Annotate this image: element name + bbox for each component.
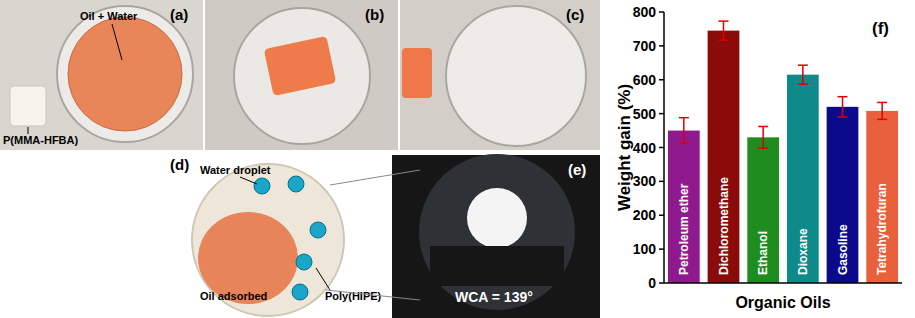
error-cap (758, 147, 768, 149)
error-bar (758, 126, 768, 148)
y-tick-label: 800 (633, 4, 657, 20)
y-tick-label: 700 (633, 38, 657, 54)
beaker (234, 8, 370, 144)
lens-field (419, 154, 575, 310)
y-tick-label: 600 (633, 72, 657, 88)
leader-line (28, 127, 29, 134)
y-tick-label: 400 (633, 140, 657, 156)
sponge (402, 48, 432, 98)
error-line (683, 118, 685, 144)
error-cap (758, 126, 768, 128)
error-line (762, 126, 764, 148)
error-bar (877, 102, 887, 119)
beaker (57, 6, 193, 142)
droplet (467, 188, 527, 248)
error-cap (838, 116, 848, 118)
panel-label: (e) (568, 161, 586, 178)
oil-water (68, 17, 182, 131)
oil-spot (198, 212, 298, 304)
panel-label: (b) (365, 6, 384, 23)
error-cap (798, 64, 808, 66)
bar (747, 137, 779, 283)
y-tick-label: 200 (633, 207, 657, 223)
category-label: Dioxane (796, 228, 810, 275)
annotation: Oil + Water (80, 10, 138, 22)
substrate (430, 246, 564, 286)
leader-line (316, 268, 330, 290)
disk (192, 164, 344, 316)
bar (866, 111, 898, 283)
error-bar (838, 97, 848, 117)
y-tick-label: 500 (633, 106, 657, 122)
bars (668, 21, 898, 283)
sponge (10, 86, 46, 126)
leader-line (330, 170, 420, 185)
y-tick-label: 100 (633, 241, 657, 257)
annotation: WCA = 139° (455, 289, 533, 305)
bar (827, 107, 859, 283)
category-label: Gasoline (836, 224, 850, 275)
error-cap (719, 20, 729, 22)
water-droplet (254, 178, 270, 194)
error-line (802, 65, 804, 84)
water-droplet (296, 254, 312, 270)
y-axis (663, 12, 665, 283)
y-tick-label: 300 (633, 173, 657, 189)
error-cap (679, 143, 689, 145)
panel-label: (a) (170, 6, 188, 23)
category-label: Tetrahydrofuran (875, 183, 889, 275)
photo-c (400, 0, 600, 150)
error-cap (877, 119, 887, 121)
water-droplet (288, 176, 304, 192)
error-bar (719, 21, 729, 40)
panel-label: (c) (566, 6, 584, 23)
x-axis-label: Organic Oils (735, 294, 830, 311)
error-cap (838, 96, 848, 98)
bar (668, 131, 700, 283)
x-axis (664, 282, 902, 284)
category-label: Dichloromethane (717, 177, 731, 275)
annotation: Oil adsorbed (200, 290, 267, 302)
leader-line (112, 24, 122, 60)
sponge (264, 36, 337, 96)
error-cap (798, 83, 808, 85)
error-line (842, 97, 844, 117)
category-label: Ethanol (756, 231, 770, 275)
error-cap (719, 39, 729, 41)
bar (708, 31, 740, 283)
y-tick-label: 0 (648, 275, 656, 291)
annotation: Poly(HIPE) (325, 290, 382, 302)
y-axis-label: Weight gain (%) (615, 84, 634, 211)
bar (787, 75, 819, 283)
leader-line (326, 290, 420, 300)
photo-e (392, 155, 600, 318)
error-cap (877, 102, 887, 104)
water-droplet (292, 284, 308, 300)
panel-label: (f) (872, 19, 889, 38)
error-bar (798, 65, 808, 84)
photo-a (0, 0, 203, 150)
water-droplet (310, 222, 326, 238)
error-bar (679, 118, 689, 144)
error-line (723, 21, 725, 40)
error-cap (679, 117, 689, 119)
beaker (446, 6, 586, 146)
category-label: Petroleum ether (677, 183, 691, 275)
panel-label: (d) (170, 156, 189, 173)
error-line (881, 102, 883, 119)
annotation: P(MMA-HFBA) (3, 134, 78, 146)
photo-b (205, 0, 398, 150)
leader-line (240, 177, 257, 184)
annotation: Water droplet (200, 164, 271, 176)
